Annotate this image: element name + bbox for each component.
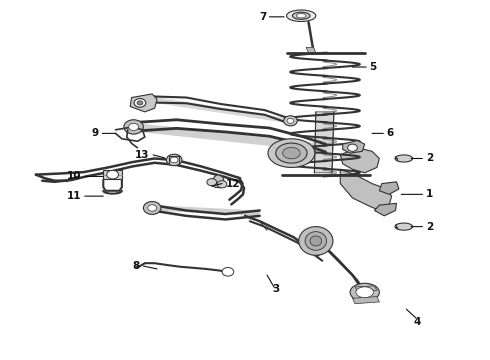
Circle shape [144,202,161,215]
Text: 12: 12 [225,179,240,189]
Ellipse shape [276,143,307,163]
Circle shape [284,116,297,126]
Polygon shape [343,140,365,153]
Circle shape [207,179,217,186]
Circle shape [137,101,143,105]
Ellipse shape [305,231,327,250]
Circle shape [287,118,294,123]
Circle shape [222,267,234,276]
Ellipse shape [395,155,413,162]
Polygon shape [103,170,122,179]
Text: 4: 4 [414,317,421,327]
Ellipse shape [356,287,373,298]
Text: 5: 5 [369,62,377,72]
Polygon shape [379,182,399,194]
Polygon shape [133,123,326,152]
Text: 11: 11 [67,191,81,201]
Polygon shape [152,96,289,123]
Text: 1: 1 [426,189,433,199]
Polygon shape [152,205,260,216]
Polygon shape [130,94,157,112]
Circle shape [166,154,182,166]
Text: 9: 9 [91,129,98,138]
Text: 2: 2 [426,153,433,163]
Ellipse shape [299,226,333,255]
Polygon shape [306,47,316,53]
Text: 8: 8 [133,261,140,271]
Ellipse shape [268,139,315,167]
Text: 2: 2 [426,222,433,231]
Ellipse shape [287,10,316,22]
Ellipse shape [293,12,310,19]
Polygon shape [315,112,334,173]
Polygon shape [340,169,392,211]
Polygon shape [352,297,379,304]
Circle shape [107,170,119,179]
Circle shape [347,144,357,151]
Circle shape [217,181,227,188]
Polygon shape [355,286,377,291]
Circle shape [134,99,146,107]
Ellipse shape [283,147,300,159]
Text: 3: 3 [272,284,279,294]
Circle shape [148,205,157,211]
Ellipse shape [395,223,413,230]
Ellipse shape [296,14,306,18]
Text: 7: 7 [260,12,267,22]
Polygon shape [340,148,379,173]
Text: 6: 6 [387,129,394,138]
Text: 13: 13 [135,150,150,160]
Polygon shape [210,175,224,188]
Ellipse shape [310,236,322,246]
Circle shape [170,157,178,163]
Circle shape [124,120,144,134]
Polygon shape [374,203,396,216]
Text: 10: 10 [67,171,81,181]
Circle shape [129,123,139,131]
Ellipse shape [350,283,379,301]
